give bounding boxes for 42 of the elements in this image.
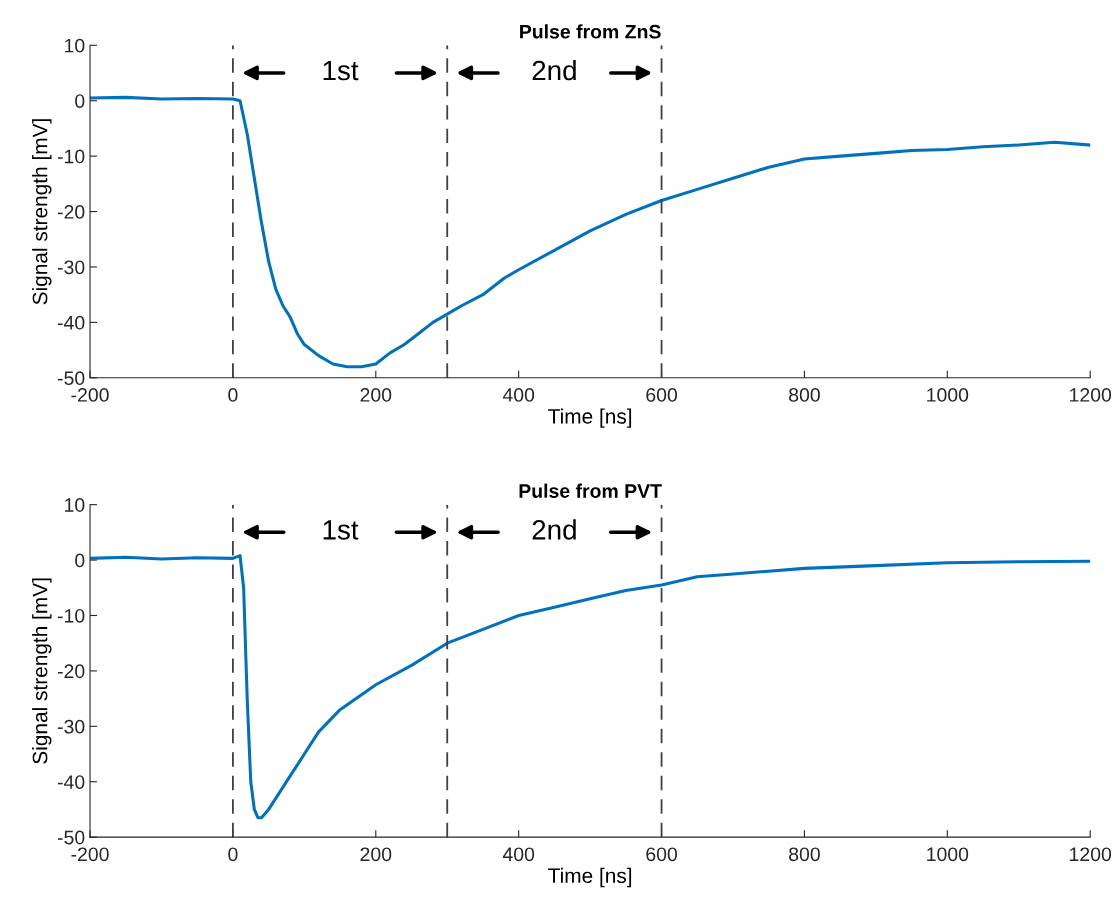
x-axis-title: Time [ns]	[548, 408, 632, 428]
x-tick-label: 1000	[927, 847, 969, 862]
y-tick-label: -10	[57, 149, 85, 164]
x-tick-label: 0	[228, 847, 238, 862]
y-tick-label: -30	[57, 719, 85, 734]
x-tick-label: 400	[502, 847, 535, 862]
x-tick-label: 1000	[927, 388, 969, 402]
y-tick-label: -50	[57, 371, 85, 386]
x-tick-label: 400	[502, 388, 535, 402]
x-tick-label: 600	[646, 847, 678, 862]
x-tick-label: 1200	[1070, 847, 1112, 862]
y-tick-label: -10	[57, 608, 85, 623]
x-tick-label: 800	[789, 847, 820, 862]
annotation: 1st	[323, 60, 359, 81]
x-tick-label: 0	[228, 388, 238, 402]
annotation: 1st	[323, 520, 359, 540]
y-tick-label: -50	[57, 830, 85, 845]
y-tick-label: 0	[75, 553, 85, 568]
annotation: 2nd	[532, 519, 576, 540]
y-axis-title: Signal strength [mV]	[32, 119, 52, 305]
line-series	[90, 95, 1091, 369]
x-tick-label: -200	[71, 388, 109, 402]
y-axis-title: Signal strength [mV]	[32, 578, 52, 764]
x-tick-label: 800	[789, 388, 820, 402]
chart-title: Pulse from ZnS	[520, 24, 661, 39]
x-tick-label: 200	[360, 847, 392, 862]
y-tick-label: -30	[57, 260, 85, 275]
y-tick-label: -20	[57, 205, 85, 219]
y-tick-label: 0	[75, 94, 85, 108]
chart-title: Pulse from PVT	[519, 483, 662, 498]
annotation: 2nd	[532, 59, 576, 81]
x-tick-label: 1200	[1070, 388, 1112, 402]
y-tick-label: -20	[57, 664, 85, 679]
x-tick-label: -200	[71, 847, 109, 862]
x-axis-title: Time [ns]	[548, 867, 632, 888]
y-tick-label: -40	[57, 775, 85, 789]
x-tick-label: 600	[646, 388, 678, 402]
y-tick-label: 10	[65, 498, 85, 512]
line-series	[90, 554, 1091, 820]
y-tick-label: -40	[57, 315, 85, 330]
y-tick-label: 10	[65, 38, 85, 53]
x-tick-label: 200	[360, 388, 392, 402]
